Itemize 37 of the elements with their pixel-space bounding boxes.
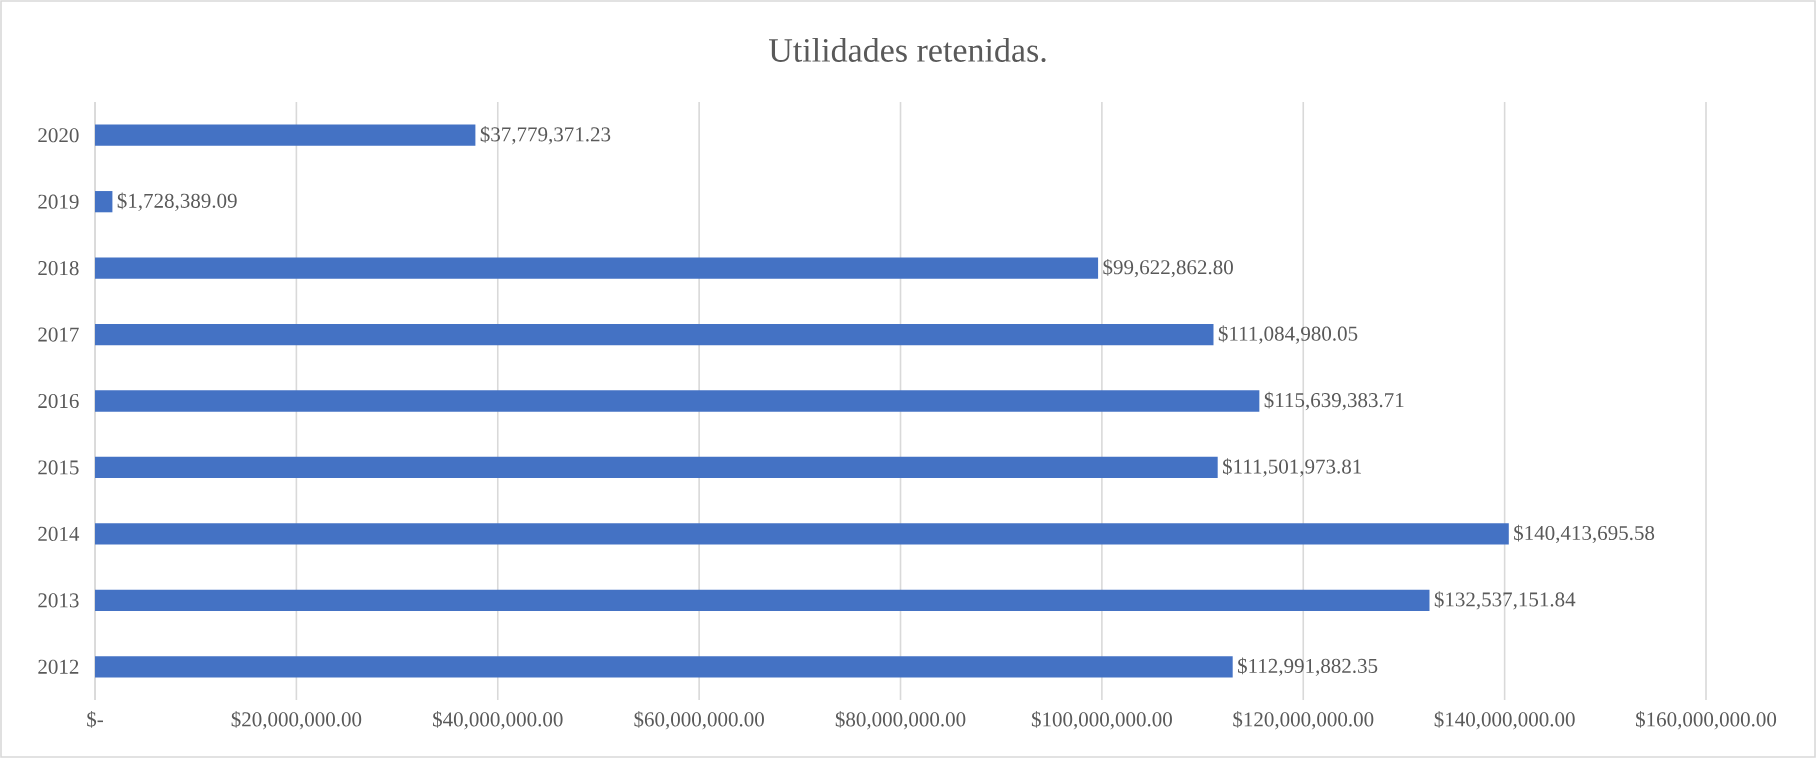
data-label: $132,537,151.84 xyxy=(1434,591,1576,610)
bar xyxy=(95,656,1233,678)
bar xyxy=(95,257,1099,279)
x-tick-label: $140,000,000.00 xyxy=(1434,711,1575,730)
data-label: $111,501,973.81 xyxy=(1223,458,1362,477)
data-label: $99,622,862.80 xyxy=(1103,258,1233,278)
x-tick-label: $20,000,000.00 xyxy=(231,711,362,730)
bar xyxy=(95,390,1260,412)
x-tick-label: $60,000,000.00 xyxy=(634,711,764,730)
x-tick-label: $80,000,000.00 xyxy=(835,711,966,730)
bar xyxy=(95,589,1430,611)
data-label: $111,084,980.05 xyxy=(1218,325,1358,344)
y-tick-label: 2015 xyxy=(38,460,79,475)
y-tick-label: 2019 xyxy=(38,194,79,209)
x-tick-label: $40,000,000.00 xyxy=(433,711,563,730)
x-tick-label: $100,000,000.00 xyxy=(1031,711,1172,730)
bar xyxy=(95,323,1214,346)
data-label: $140,413,695.58 xyxy=(1514,524,1655,544)
y-tick-label: 2016 xyxy=(38,393,79,409)
data-label: $115,639,383.71 xyxy=(1264,391,1404,411)
bar xyxy=(95,191,113,213)
y-tick-label: 2012 xyxy=(38,659,79,674)
y-tick-label: 2017 xyxy=(38,327,79,342)
x-tick-label: $- xyxy=(87,711,103,728)
data-label: $37,779,371.23 xyxy=(480,126,611,145)
chart-title: Utilidades retenidas. xyxy=(768,37,1046,63)
x-tick-label: $120,000,000.00 xyxy=(1233,711,1374,730)
bar xyxy=(95,523,1509,545)
y-tick-label: 2014 xyxy=(38,526,80,541)
data-label: $112,991,882.35 xyxy=(1238,657,1378,676)
y-tick-label: 2018 xyxy=(38,261,79,276)
bar xyxy=(95,456,1218,479)
x-tick-label: $160,000,000.00 xyxy=(1636,711,1777,730)
y-tick-label: 2020 xyxy=(38,128,79,143)
y-tick-label: 2013 xyxy=(38,593,79,608)
bar xyxy=(95,124,476,146)
data-label: $1,728,389.09 xyxy=(117,192,237,211)
